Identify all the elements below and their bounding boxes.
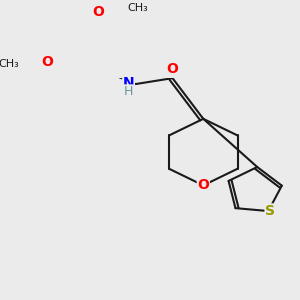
Text: CH₃: CH₃: [128, 3, 148, 13]
Text: O: O: [167, 62, 178, 76]
Text: H: H: [124, 85, 133, 98]
Text: O: O: [42, 55, 54, 69]
Text: CH₃: CH₃: [0, 59, 19, 69]
Text: S: S: [265, 204, 275, 218]
Text: O: O: [197, 178, 209, 192]
Text: O: O: [93, 5, 105, 19]
Text: N: N: [123, 76, 134, 90]
